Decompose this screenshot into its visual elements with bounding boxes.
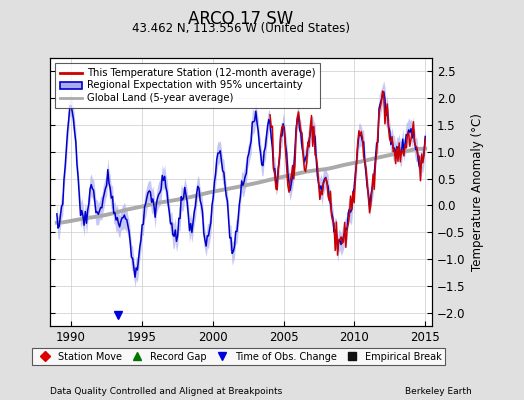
Text: ARCO 17 SW: ARCO 17 SW xyxy=(189,10,293,28)
Legend: This Temperature Station (12-month average), Regional Expectation with 95% uncer: This Temperature Station (12-month avera… xyxy=(55,63,320,108)
Text: Berkeley Earth: Berkeley Earth xyxy=(405,387,472,396)
Legend: Station Move, Record Gap, Time of Obs. Change, Empirical Break: Station Move, Record Gap, Time of Obs. C… xyxy=(32,348,445,365)
Text: Data Quality Controlled and Aligned at Breakpoints: Data Quality Controlled and Aligned at B… xyxy=(50,387,282,396)
Text: 43.462 N, 113.556 W (United States): 43.462 N, 113.556 W (United States) xyxy=(132,22,350,35)
Y-axis label: Temperature Anomaly (°C): Temperature Anomaly (°C) xyxy=(471,113,484,271)
